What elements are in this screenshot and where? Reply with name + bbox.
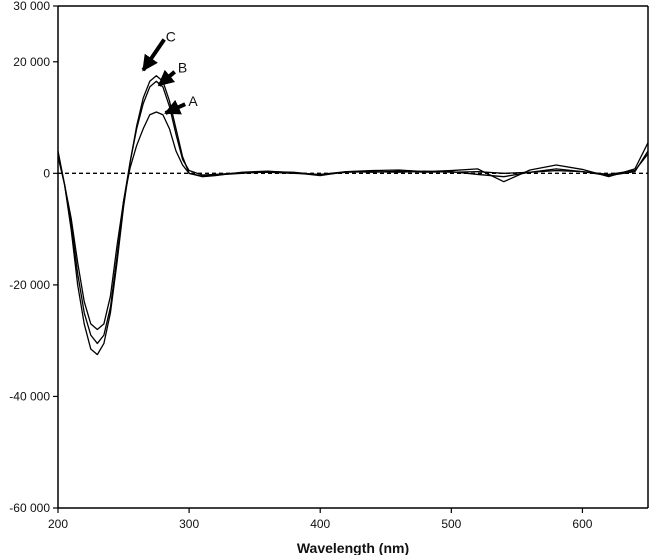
x-tick-label: 400 [310,517,330,531]
x-tick-label: 600 [572,517,592,531]
y-tick-label: -20 000 [9,278,50,292]
curve-label-a: A [188,93,198,109]
curve-label-b: B [178,59,187,75]
annotation-arrow-c [141,38,166,72]
annotation-arrow-a [164,99,187,115]
x-tick-label: 300 [179,517,199,531]
y-tick-label: 0 [43,166,50,180]
x-tick-label: 200 [48,517,68,531]
series-line-a [57,111,649,331]
annotation-arrow-b [157,69,176,87]
x-tick-label: 500 [441,517,461,531]
y-tick-label: -40 000 [9,389,50,403]
y-tick-label: 30 000 [13,0,50,13]
y-tick-label: -60 000 [9,501,50,515]
x-axis-title: Wavelength (nm) [297,540,409,555]
curve-label-c: C [166,29,176,45]
y-tick-label: 20 000 [13,55,50,69]
series-line-c [57,75,649,356]
